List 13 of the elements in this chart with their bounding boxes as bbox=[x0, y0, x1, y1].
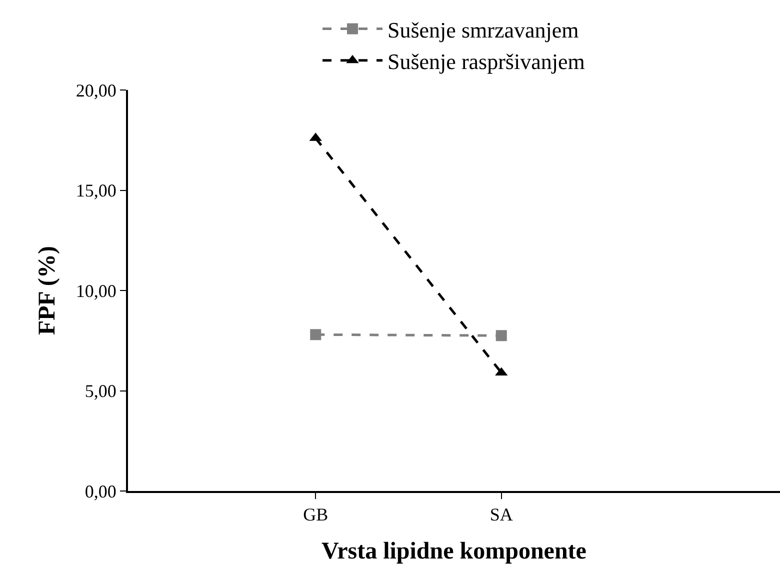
x-tick-label: GB bbox=[303, 504, 328, 525]
y-tick-label: 10,00 bbox=[76, 280, 116, 301]
x-tick-label: SA bbox=[490, 504, 513, 525]
point bbox=[310, 329, 322, 340]
y-tick-label: 0,00 bbox=[84, 481, 116, 502]
legend-label: Sušenje smrzavanjem bbox=[388, 17, 579, 42]
y-tick-label: 5,00 bbox=[84, 381, 116, 402]
y-tick-label: 15,00 bbox=[76, 180, 116, 201]
x-axis-title: Vrsta lipidne komponente bbox=[322, 538, 587, 564]
point bbox=[496, 330, 507, 342]
y-axis-title: FPF (%) bbox=[34, 246, 60, 336]
legend-label: Sušenje raspršivanjem bbox=[388, 48, 585, 74]
y-tick-label: 20,00 bbox=[76, 80, 116, 100]
